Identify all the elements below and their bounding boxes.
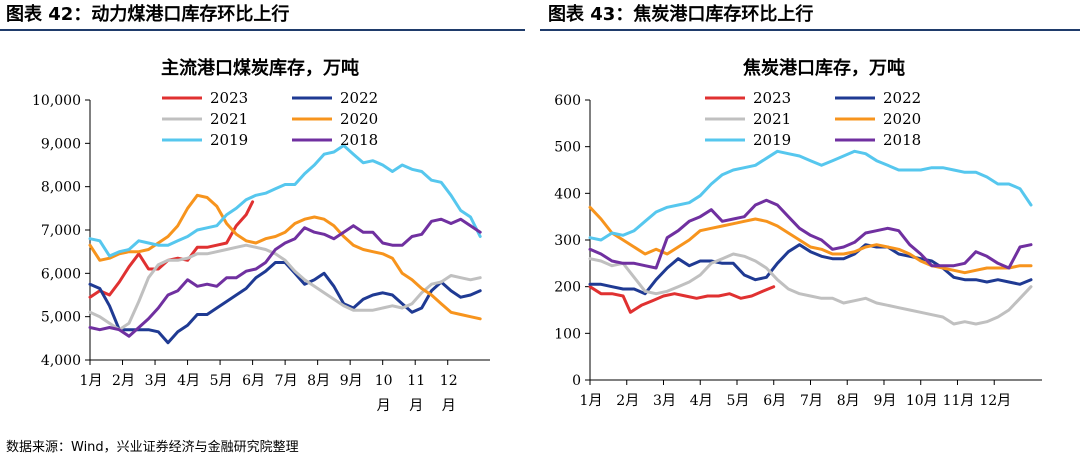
legend-label-2020: 2020 xyxy=(883,110,921,128)
y-tick-label: 500 xyxy=(554,140,581,156)
x-tick-label: 5月 xyxy=(210,373,233,389)
x-tick-label: 11月 xyxy=(943,393,975,409)
x-tick-label: 8月 xyxy=(837,393,860,409)
x-tick-label: 3月 xyxy=(653,393,676,409)
y-tick-label: 6,000 xyxy=(41,266,81,282)
series-line-2020 xyxy=(588,205,1033,275)
series-line-2021 xyxy=(588,252,1033,326)
x-tick-label: 2月 xyxy=(112,373,135,389)
y-tick-label: 4,000 xyxy=(41,353,81,369)
legend-label-2022: 2022 xyxy=(883,89,921,107)
right-figure-heading: 图表 43：焦炭港口库存环比上行 xyxy=(548,4,814,25)
x-tick-label: 4月 xyxy=(177,373,200,389)
y-tick-label: 600 xyxy=(554,93,581,109)
y-tick-label: 400 xyxy=(554,186,581,202)
y-tick-label: 100 xyxy=(554,326,581,342)
left-figure-heading: 图表 42：动力煤港口库存环比上行 xyxy=(6,4,290,25)
chart-title: 主流港口煤炭库存，万吨 xyxy=(161,57,359,79)
x-tick-label: 9月 xyxy=(874,393,897,409)
x-tick-label: 3月 xyxy=(145,373,168,389)
y-tick-label: 5,000 xyxy=(41,310,81,326)
x-tick-label: 10月 xyxy=(906,393,938,409)
x-tick-label: 7月 xyxy=(275,373,298,389)
legend-label-2022: 2022 xyxy=(340,89,378,107)
legend-label-2023: 2023 xyxy=(210,89,248,107)
right-heading-rule xyxy=(540,29,1080,31)
x-tick-label: 8月 xyxy=(307,373,330,389)
x-tick-label: 5月 xyxy=(727,393,750,409)
series-line-2023 xyxy=(588,285,776,314)
chart-title: 焦炭港口库存，万吨 xyxy=(742,57,905,79)
legend-label-2021: 2021 xyxy=(210,110,248,128)
x-tick-label: 9月 xyxy=(340,373,363,389)
legend-label-2018: 2018 xyxy=(883,131,921,149)
y-tick-label: 7,000 xyxy=(41,223,81,239)
y-tick-label: 300 xyxy=(554,233,581,249)
legend-label-2019: 2019 xyxy=(210,131,248,149)
x-tick-label: 6月 xyxy=(242,373,265,389)
series-line-2018 xyxy=(88,217,482,338)
legend-label-2020: 2020 xyxy=(340,110,378,128)
source-note: 数据来源：Wind，兴业证券经济与金融研究院整理 xyxy=(6,440,299,455)
x-tick-label: 2月 xyxy=(616,393,639,409)
series-line-2021 xyxy=(88,243,482,332)
y-tick-label: 8,000 xyxy=(41,180,81,196)
coal-inventory-chart: 主流港口煤炭库存，万吨 4,000 5,000 6,000 7,000 8,000 9,00… xyxy=(32,57,490,414)
y-tick-label: 200 xyxy=(554,280,581,296)
x-tick-label: 6月 xyxy=(763,393,786,409)
series-line-2019 xyxy=(88,144,482,258)
y-tick-label: 9,000 xyxy=(41,136,81,152)
series-line-2019 xyxy=(588,149,1033,242)
y-tick-label: 10,000 xyxy=(32,93,81,109)
x-tick-label: 4月 xyxy=(690,393,713,409)
x-tick-label: 1月 xyxy=(80,373,103,389)
series-line-2022 xyxy=(88,261,482,345)
legend-label-2018: 2018 xyxy=(340,131,378,149)
x-tick-label: 7月 xyxy=(800,393,823,409)
legend-label-2023: 2023 xyxy=(753,89,791,107)
legend-label-2021: 2021 xyxy=(753,110,791,128)
legend-label-2019: 2019 xyxy=(753,131,791,149)
series-line-2020 xyxy=(88,193,482,321)
x-tick-label: 12月 xyxy=(979,393,1011,409)
coke-inventory-chart: 焦炭港口库存，万吨 0 100 200 300 400 500 600 1月 2月 3月 4月 5月 6月… xyxy=(554,57,1042,409)
y-tick-label: 0 xyxy=(572,373,581,389)
series-line-2022 xyxy=(588,243,1033,296)
x-tick-label: 1月 xyxy=(580,393,603,409)
left-heading-rule xyxy=(0,29,525,31)
series-line-2018 xyxy=(588,198,1033,270)
